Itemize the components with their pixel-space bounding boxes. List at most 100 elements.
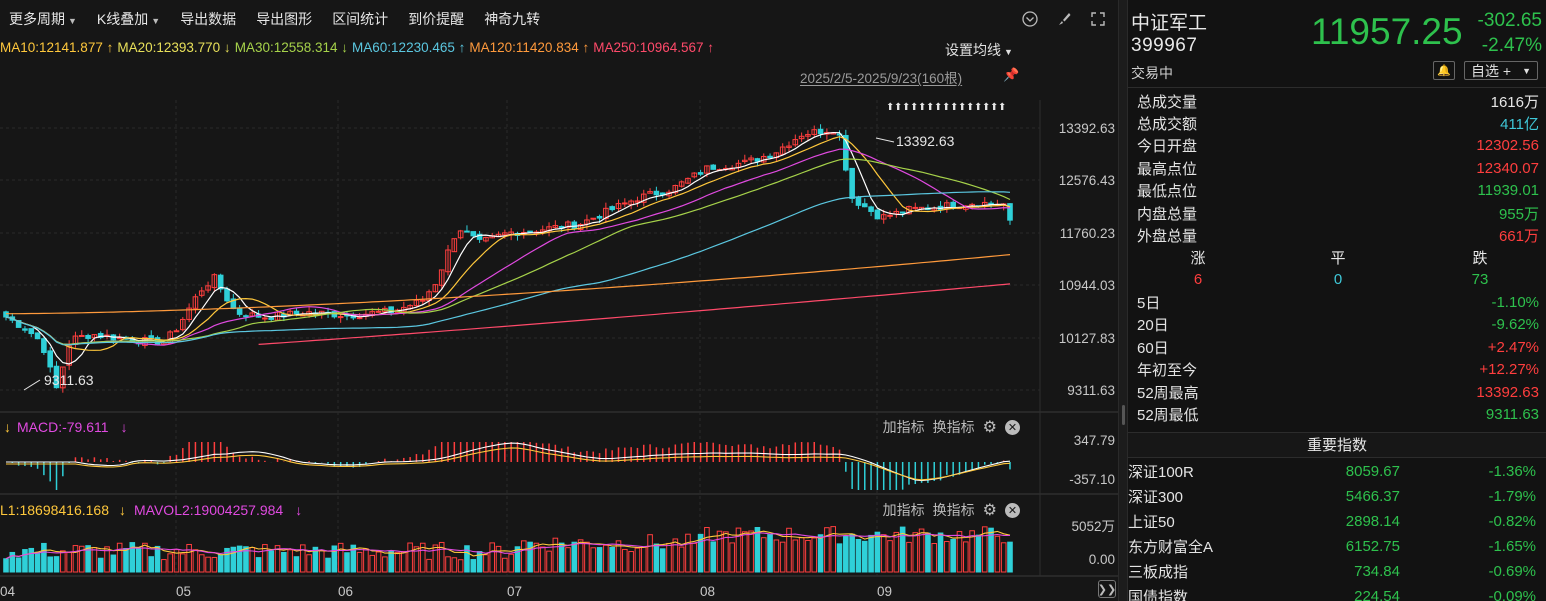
candle-body (899, 211, 906, 214)
down-count: 73 (1471, 271, 1489, 288)
period-key: 年初至今 (1137, 362, 1198, 379)
candle-body (457, 230, 464, 239)
volume-bar (167, 553, 173, 573)
candle-body (748, 157, 754, 161)
volume-bar (962, 541, 969, 573)
toolbar-export-data[interactable]: 导出数据 (180, 11, 237, 27)
gear-icon[interactable]: ⚙ (982, 419, 997, 436)
volume-bar (893, 531, 900, 573)
arrow-down-icon: ↓ (120, 419, 128, 435)
scroll-right-button[interactable]: ❯❯ (1098, 580, 1116, 598)
volume-tick: 5052万 (1071, 519, 1115, 534)
candle-body (356, 317, 363, 320)
panel-splitter[interactable] (1118, 0, 1128, 601)
volume-bar (508, 553, 514, 573)
ma-settings-button[interactable]: 设置均线 ▼ (945, 40, 1013, 60)
volume-bar (950, 538, 956, 573)
volume-bar (748, 530, 754, 573)
splitter-handle[interactable] (1122, 405, 1125, 425)
toolbar-magic-nine[interactable]: 神奇九转 (484, 11, 541, 27)
month-label: 05 (176, 584, 192, 599)
volume-bar (110, 554, 117, 573)
candle-body (741, 159, 748, 163)
volume-bar (3, 558, 9, 573)
volume-bar (546, 550, 552, 573)
chart-area[interactable]: 更多周期 ▼ K线叠加 ▼ 导出数据 导出图形 区间统计 到价提醒 神奇九转 MA1… (0, 0, 1118, 601)
index-row[interactable]: 深证300 5466.37 -1.79% (1128, 484, 1546, 509)
index-row[interactable]: 东方财富全A 6152.75 -1.65% (1128, 534, 1546, 559)
index-row[interactable]: 三板成指 734.84 -0.69% (1128, 559, 1546, 584)
volume-bar (236, 545, 243, 573)
stat-row: 今日开盘 12302.56 (1137, 135, 1539, 157)
signal-arrow: ⬆ (958, 102, 966, 113)
add-indicator-button[interactable]: 加指标 (882, 419, 925, 435)
volume-bar (432, 544, 439, 573)
volume-bar (925, 532, 931, 573)
volume-bar (710, 541, 717, 573)
candle-body (754, 158, 761, 162)
chevron-circle-icon[interactable] (1020, 9, 1040, 29)
toolbar-export-image[interactable]: 导出图形 (256, 11, 313, 27)
add-watchlist-button[interactable]: 自选 + ▼ (1464, 61, 1538, 80)
volume-bar (861, 540, 868, 573)
volume-bar (281, 551, 287, 573)
candle-body (912, 206, 919, 209)
brush-icon[interactable] (1054, 9, 1074, 29)
volume-bar (843, 535, 849, 573)
ma250-line (258, 283, 1011, 345)
volume-bar (243, 546, 249, 573)
index-row[interactable]: 上证50 2898.14 -0.82% (1128, 509, 1546, 534)
candle-body (97, 332, 104, 339)
volume-bar (72, 545, 79, 573)
toolbar-more-periods[interactable]: 更多周期 ▼ (9, 9, 77, 29)
volume-bar (533, 542, 540, 573)
volume-bar (577, 539, 584, 573)
volume-bar (268, 550, 275, 573)
signal-arrow: ⬆ (910, 102, 918, 113)
index-name: 三板成指 (1128, 564, 1189, 581)
period-value: +2.47% (1487, 338, 1539, 356)
gear-icon[interactable]: ⚙ (982, 502, 997, 519)
fullscreen-icon[interactable] (1088, 9, 1108, 29)
volume-bar (161, 559, 167, 573)
date-range-label[interactable]: 2025/2/5-2025/9/23(160根) (800, 71, 963, 86)
security-code: 399967 (1131, 35, 1198, 56)
stat-key: 今日开盘 (1137, 138, 1198, 156)
period-key: 20日 (1137, 317, 1169, 334)
ma-legend: MA10:12141.877 ↑ MA20:12393.770 ↓ MA30:1… (0, 40, 718, 58)
ma60-line (5, 191, 1011, 346)
volume-bar (634, 547, 641, 573)
switch-indicator-button[interactable]: 换指标 (932, 419, 975, 435)
index-row[interactable]: 国债指数 224.54 -0.09% (1128, 584, 1546, 601)
volume-bar (552, 537, 559, 573)
candle-body (805, 134, 811, 137)
volume-bar (716, 530, 723, 573)
close-icon[interactable]: ✕ (1005, 419, 1020, 435)
index-row[interactable]: 深证100R 8059.67 -1.36% (1128, 459, 1546, 484)
toolbar-price-alert[interactable]: 到价提醒 (408, 11, 465, 27)
volume-tick: 0.00 (1088, 552, 1115, 567)
price-tick: 10127.83 (1058, 331, 1115, 346)
candle-body (167, 331, 173, 344)
volume-bar (413, 546, 420, 573)
switch-indicator-button[interactable]: 换指标 (932, 502, 975, 518)
toolbar-kline-overlay[interactable]: K线叠加 ▼ (97, 9, 160, 29)
candle-body (603, 207, 609, 220)
candle-body (116, 337, 123, 340)
bell-icon[interactable]: 🔔 (1433, 61, 1455, 80)
candle-body (22, 328, 28, 331)
candle-body (861, 203, 868, 208)
candle-body (767, 155, 773, 159)
toolbar-range-stats[interactable]: 区间统计 (332, 11, 389, 27)
quote-header: 中证军工 399967 交易中 11957.25 -302.65 -2.47% … (1128, 0, 1546, 88)
pin-icon[interactable]: 📌 (1003, 67, 1020, 82)
candle-body (438, 269, 445, 286)
volume-bar (78, 545, 85, 573)
volume-bar (836, 543, 843, 573)
close-icon[interactable]: ✕ (1005, 502, 1020, 518)
volume-bar (230, 546, 237, 573)
add-indicator-button[interactable]: 加指标 (882, 502, 925, 518)
macd-tick: 347.79 (1073, 433, 1115, 448)
candle-body (445, 249, 451, 273)
candlestick-chart[interactable]: ⬆ ⬆ ⬆ ⬆ ⬆ ⬆ ⬆ ⬆ ⬆ ⬆ ⬆ ⬆ ⬆ ⬆ ⬆ (0, 0, 1118, 601)
